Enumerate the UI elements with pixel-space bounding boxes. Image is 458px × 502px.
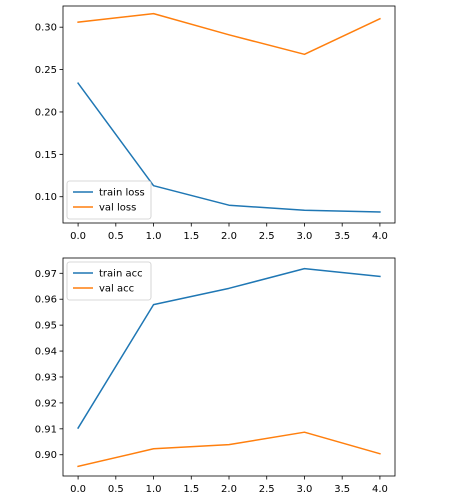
acc-legend-label-0: train acc	[99, 269, 143, 280]
acc-x-tick-label: 2.5	[259, 484, 275, 495]
acc-y-tick-label: 0.95	[35, 321, 57, 332]
loss-chart: 0.0 0.5 1.0 1.5 2.0 2.5 3.0 3.5 4.0 0.10 0.15 0.20 0…	[35, 5, 396, 242]
loss-y-tick-label: 0.30	[35, 23, 57, 34]
loss-series-line-0	[77, 82, 381, 213]
loss-legend: train loss val loss	[66, 180, 152, 220]
acc-legend-box	[66, 261, 152, 301]
acc-series-line-1	[77, 431, 381, 468]
loss-x-tick-label: 0.5	[108, 231, 124, 242]
loss-legend-label-1: val loss	[99, 203, 136, 214]
acc-y-tick-label: 0.90	[35, 450, 57, 461]
acc-y-tick-label: 0.96	[35, 295, 57, 306]
loss-legend-box	[66, 180, 152, 220]
acc-x-tick-label: 4.0	[372, 484, 388, 495]
loss-x-tick-label: 2.5	[259, 231, 275, 242]
loss-legend-label-0: train loss	[99, 188, 145, 199]
acc-y-tick-label: 0.92	[35, 398, 57, 409]
loss-x-tick-label: 3.5	[334, 231, 350, 242]
acc-x-tick-label: 1.0	[146, 484, 162, 495]
acc-x-tick-label: 2.0	[221, 484, 237, 495]
accuracy-chart: 0.0 0.5 1.0 1.5 2.0 2.5 3.0 3.5 4.0 0.90 0.91 0.92 0…	[35, 257, 396, 495]
loss-x-tick-label: 0.0	[70, 231, 86, 242]
loss-x-tick-label: 1.5	[183, 231, 199, 242]
acc-x-tick-label: 3.5	[334, 484, 350, 495]
acc-y-tick-label: 0.97	[35, 269, 57, 280]
loss-x-tick-label: 3.0	[297, 231, 313, 242]
loss-y-tick-label: 0.10	[35, 192, 57, 203]
loss-x-tick-label: 4.0	[372, 231, 388, 242]
acc-x-tick-label: 1.5	[183, 484, 199, 495]
loss-y-tick-label: 0.20	[35, 107, 57, 118]
acc-x-tick-label: 0.5	[108, 484, 124, 495]
loss-x-tick-label: 2.0	[221, 231, 237, 242]
acc-y-tick-label: 0.94	[35, 347, 57, 358]
acc-y-tick-label: 0.91	[35, 424, 57, 435]
acc-x-tick-label: 3.0	[297, 484, 313, 495]
loss-y-tick-label: 0.15	[35, 150, 57, 161]
loss-x-tick-label: 1.0	[146, 231, 162, 242]
acc-x-tick-label: 0.0	[70, 484, 86, 495]
acc-legend: train acc val acc	[66, 261, 152, 301]
acc-legend-label-1: val acc	[99, 284, 134, 295]
loss-series-line-1	[77, 12, 381, 56]
loss-y-tick-label: 0.25	[35, 65, 57, 76]
acc-y-tick-label: 0.93	[35, 372, 57, 383]
acc-series-line-0	[77, 267, 381, 430]
